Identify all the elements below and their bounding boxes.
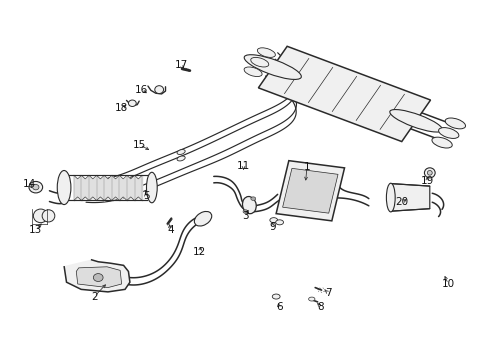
Polygon shape xyxy=(258,46,429,141)
Circle shape xyxy=(243,210,247,213)
Text: 19: 19 xyxy=(420,176,433,186)
Polygon shape xyxy=(276,161,344,221)
Ellipse shape xyxy=(242,197,256,214)
Ellipse shape xyxy=(427,171,431,175)
Ellipse shape xyxy=(128,100,136,107)
Ellipse shape xyxy=(438,127,458,139)
Text: 17: 17 xyxy=(174,60,187,70)
Ellipse shape xyxy=(244,67,262,77)
Ellipse shape xyxy=(194,211,211,226)
Ellipse shape xyxy=(146,172,157,203)
Text: 8: 8 xyxy=(317,302,323,312)
Polygon shape xyxy=(282,168,337,213)
Text: 7: 7 xyxy=(325,288,331,298)
Ellipse shape xyxy=(177,156,185,161)
Text: 15: 15 xyxy=(133,140,146,150)
Ellipse shape xyxy=(177,149,185,154)
Text: 5: 5 xyxy=(142,191,149,201)
Ellipse shape xyxy=(42,210,55,222)
Text: 16: 16 xyxy=(134,85,147,95)
Ellipse shape xyxy=(155,86,163,94)
Ellipse shape xyxy=(269,218,277,223)
Text: 6: 6 xyxy=(275,302,282,312)
Ellipse shape xyxy=(257,48,275,57)
Ellipse shape xyxy=(93,274,103,282)
Ellipse shape xyxy=(424,168,434,178)
Ellipse shape xyxy=(57,171,71,204)
Ellipse shape xyxy=(389,109,442,132)
Text: 11: 11 xyxy=(236,161,250,171)
Polygon shape xyxy=(64,260,130,292)
Ellipse shape xyxy=(33,209,48,223)
Ellipse shape xyxy=(386,183,394,212)
Circle shape xyxy=(250,197,255,201)
Ellipse shape xyxy=(29,181,42,193)
Polygon shape xyxy=(76,267,122,288)
Ellipse shape xyxy=(244,55,301,80)
Text: 20: 20 xyxy=(394,197,407,207)
Text: 18: 18 xyxy=(115,103,128,113)
Text: 1: 1 xyxy=(303,162,309,172)
Ellipse shape xyxy=(275,220,283,225)
Text: 13: 13 xyxy=(29,225,42,235)
Ellipse shape xyxy=(272,294,280,299)
Text: 14: 14 xyxy=(22,179,36,189)
Text: 12: 12 xyxy=(193,247,206,257)
Polygon shape xyxy=(390,184,429,211)
Text: 2: 2 xyxy=(91,292,98,302)
Text: 10: 10 xyxy=(441,279,454,289)
Text: 3: 3 xyxy=(242,211,249,221)
Text: 4: 4 xyxy=(167,225,173,235)
Ellipse shape xyxy=(431,137,451,148)
Ellipse shape xyxy=(33,184,39,190)
Text: 9: 9 xyxy=(269,222,276,231)
Ellipse shape xyxy=(444,118,465,129)
Ellipse shape xyxy=(250,57,268,67)
Ellipse shape xyxy=(308,297,314,301)
